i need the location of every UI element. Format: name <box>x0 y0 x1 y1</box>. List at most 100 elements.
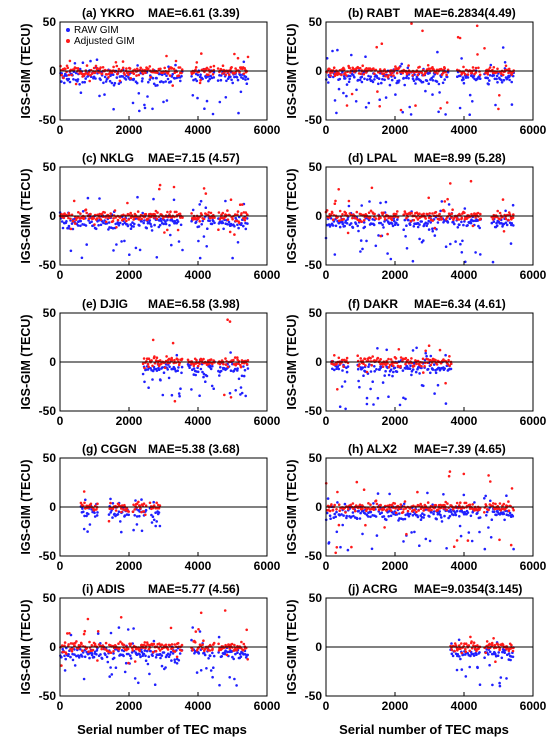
adjusted-gim-point <box>155 217 159 221</box>
raw-gim-point <box>402 76 406 80</box>
adjusted-gim-point <box>355 210 359 214</box>
adjusted-gim-point <box>471 224 475 228</box>
adjusted-gim-point <box>60 73 63 77</box>
adjusted-gim-point <box>440 217 444 221</box>
raw-gim-point <box>402 396 405 400</box>
raw-gim-point <box>340 385 344 388</box>
adjusted-gim-point <box>462 472 466 476</box>
adjusted-gim-point <box>333 354 336 357</box>
raw-gim-point <box>84 77 87 80</box>
raw-gim-point <box>231 81 234 85</box>
adjusted-gim-point <box>390 218 394 222</box>
raw-gim-point <box>484 494 488 498</box>
raw-gim-point <box>195 671 199 674</box>
raw-gim-point <box>393 366 397 370</box>
raw-gim-point <box>148 78 152 81</box>
adjusted-gim-point <box>69 217 72 221</box>
adjusted-gim-point <box>162 71 165 74</box>
adjusted-gim-point <box>375 359 378 362</box>
y-tick-label: 0 <box>49 640 56 654</box>
raw-gim-point <box>178 394 181 398</box>
raw-gim-point <box>451 654 455 658</box>
panel-title: (g) CGGN <box>82 442 137 456</box>
adjusted-gim-point <box>149 75 152 79</box>
adjusted-gim-point <box>502 230 506 233</box>
raw-gim-point <box>119 520 122 523</box>
raw-gim-point <box>362 374 365 378</box>
raw-gim-point <box>80 256 84 260</box>
adjusted-gim-point <box>345 356 349 360</box>
y-tick-label: 0 <box>315 640 322 654</box>
y-tick-label: 50 <box>309 451 323 465</box>
adjusted-gim-point <box>212 641 216 645</box>
raw-gim-point <box>68 80 72 84</box>
raw-gim-point <box>128 253 131 256</box>
adjusted-gim-point <box>434 503 438 507</box>
y-axis-label: IGS-GIM (TECU) <box>19 459 33 554</box>
adjusted-gim-point <box>335 508 338 511</box>
adjusted-gim-point <box>417 71 421 74</box>
raw-gim-point <box>116 513 120 516</box>
raw-gim-point <box>112 652 115 655</box>
raw-gim-point <box>433 73 437 76</box>
x-tick-label: 4000 <box>185 699 212 713</box>
adjusted-gim-point <box>338 509 342 512</box>
raw-gim-point <box>153 223 156 227</box>
raw-gim-point <box>242 365 245 368</box>
raw-gim-point <box>394 93 397 96</box>
adjusted-gim-point <box>147 357 151 361</box>
adjusted-gim-point <box>84 208 88 211</box>
raw-gim-point <box>334 515 338 519</box>
raw-gim-point <box>236 651 239 654</box>
raw-gim-point <box>453 222 456 226</box>
raw-gim-point <box>156 84 159 87</box>
raw-gim-point <box>342 74 346 78</box>
panels-group: (a) YKRO MAE=6.61 (3.39)0 2000 4000 6000500-… <box>19 6 547 713</box>
raw-gim-point <box>416 515 420 519</box>
raw-gim-point <box>418 372 421 375</box>
adjusted-gim-point <box>209 211 213 215</box>
raw-gim-point <box>240 391 244 395</box>
adjusted-gim-point <box>422 212 426 216</box>
raw-gim-point <box>477 224 480 228</box>
raw-gim-point <box>341 71 344 74</box>
adjusted-gim-point <box>121 60 125 63</box>
adjusted-gim-point <box>176 641 180 645</box>
raw-gim-point <box>350 53 353 57</box>
y-axis-label: IGS-GIM (TECU) <box>19 599 33 694</box>
raw-gim-point <box>500 78 503 82</box>
x-tick-label: 6000 <box>254 559 281 573</box>
adjusted-gim-point <box>186 358 190 362</box>
raw-gim-point <box>210 384 214 388</box>
adjusted-gim-point <box>490 641 494 645</box>
adjusted-gim-point <box>96 67 99 70</box>
raw-gim-point <box>357 379 360 383</box>
adjusted-gim-point <box>448 364 452 368</box>
raw-gim-point <box>437 82 441 86</box>
y-tick-label: 0 <box>49 64 56 78</box>
panel-title: (b) RABT <box>348 6 401 20</box>
adjusted-gim-point <box>118 647 121 650</box>
adjusted-gim-point <box>105 73 109 76</box>
raw-gim-point <box>440 516 443 519</box>
adjusted-gim-point <box>174 59 178 63</box>
raw-gim-point <box>85 243 88 246</box>
raw-gim-point <box>224 199 227 203</box>
raw-gim-point <box>69 633 73 637</box>
adjusted-gim-point <box>493 507 497 511</box>
raw-gim-point <box>238 652 242 656</box>
y-axis-label: IGS-GIM (TECU) <box>285 459 299 554</box>
raw-gim-point <box>142 221 145 225</box>
adjusted-gim-point <box>368 216 372 219</box>
raw-gim-point <box>381 223 384 226</box>
adjusted-gim-point <box>83 501 86 505</box>
raw-gim-point <box>329 217 333 220</box>
panel-f: (f) DAKR MAE=6.34 (4.61)0 2000 4000 6000500-… <box>285 297 547 428</box>
adjusted-gim-point <box>99 66 102 69</box>
adjusted-gim-point <box>443 67 447 70</box>
adjusted-gim-point <box>416 73 420 77</box>
x-axis-label-right: Serial number of TEC maps <box>339 722 509 737</box>
adjusted-gim-point <box>363 357 367 361</box>
raw-gim-point <box>445 75 449 79</box>
adjusted-gim-point <box>94 64 98 68</box>
